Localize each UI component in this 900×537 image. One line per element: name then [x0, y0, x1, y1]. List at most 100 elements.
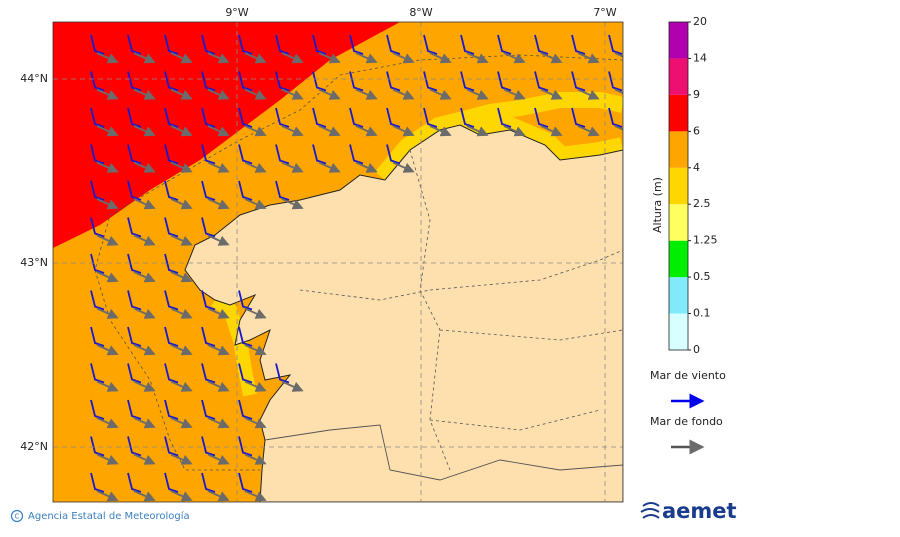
colorbar: 0 0.1 0.5 1.25 2.5 4 6 9 14 20: [668, 15, 718, 356]
wind-barb: [497, 71, 512, 92]
swell-arrow: [392, 88, 415, 100]
colorbar-segment: [669, 131, 688, 168]
colorbar-label: 0.1: [693, 307, 711, 320]
swell-arrow: [96, 417, 119, 429]
swell-arrow: [503, 88, 526, 100]
wind-barb: [423, 34, 438, 55]
swell-arrow: [540, 125, 563, 137]
wind-barb: [90, 399, 105, 420]
wind-barb: [571, 71, 586, 92]
wind-barb: [238, 180, 253, 201]
swell-arrow: [244, 453, 267, 465]
swell-arrow: [207, 125, 230, 137]
map: [53, 22, 623, 502]
coast-yellow: [457, 92, 623, 128]
wind-barb: [275, 107, 290, 128]
wind-barb: [90, 253, 105, 274]
swell-arrow: [355, 161, 378, 173]
colorbar-label: 4: [693, 161, 700, 174]
wind-barb: [201, 180, 216, 201]
wind-barb: [238, 290, 253, 311]
swell-arrow: [96, 161, 119, 173]
wind-barb: [608, 107, 623, 128]
swell-arrow: [170, 161, 193, 173]
wind-barb: [386, 34, 401, 55]
credit: Agencia Estatal de Meteorología: [28, 510, 190, 522]
colorbar-label: 1.25: [693, 234, 718, 247]
swell-arrow: [133, 453, 156, 465]
colorbar-label: 2.5: [693, 197, 711, 210]
wind-barb: [571, 107, 586, 128]
swell-arrow: [207, 380, 230, 392]
swell-arrow: [318, 88, 341, 100]
swell-arrow: [96, 234, 119, 246]
colorbar-label: 20: [693, 15, 707, 28]
wind-barb: [571, 34, 586, 55]
logo-icon: [640, 502, 660, 519]
swell-arrow: [244, 417, 267, 429]
lon-label: 8°W: [409, 6, 432, 19]
wind-barb: [423, 107, 438, 128]
swell-arrow: [244, 198, 267, 210]
wind-barb: [164, 436, 179, 457]
colorbar-label: 6: [693, 124, 700, 137]
colorbar-segment: [669, 167, 688, 205]
wind-barb: [460, 71, 475, 92]
swell-arrow: [429, 88, 452, 100]
swell-arrow: [96, 198, 119, 210]
wind-barb: [127, 180, 142, 201]
swell-arrow: [392, 125, 415, 137]
swell-arrow: [96, 271, 119, 283]
wind-barb: [127, 290, 142, 311]
swell-arrow: [244, 161, 267, 173]
swell-arrow: [577, 88, 600, 100]
colorbar-segment: [669, 277, 688, 314]
swell-arrow: [170, 234, 193, 246]
wind-barb: [164, 34, 179, 55]
swell-arrow: [614, 88, 623, 95]
wind-barb: [90, 71, 105, 92]
wind-barb: [164, 399, 179, 420]
swell-arrow: [281, 380, 304, 392]
wind-barb: [201, 71, 216, 92]
colorbar-label: 9: [693, 88, 700, 101]
wind-barb: [349, 107, 364, 128]
swell-arrow: [281, 125, 304, 137]
wind-barb: [127, 144, 142, 165]
wind-barb: [127, 107, 142, 128]
logo: aemet: [662, 499, 737, 523]
swell-arrow: [133, 417, 156, 429]
swell-arrow: [96, 125, 119, 137]
wind-barb: [238, 363, 253, 384]
wind-barb: [127, 472, 142, 493]
legend-label: Mar de viento: [650, 369, 726, 382]
swell-arrow: [170, 380, 193, 392]
swell-arrow: [207, 234, 230, 246]
colorbar-segment: [669, 240, 688, 278]
swell-arrow: [133, 198, 156, 210]
swell-arrow: [133, 125, 156, 137]
wind-barb: [497, 107, 512, 128]
colorbar-segment: [669, 94, 688, 132]
legend-label: Mar de fondo: [650, 415, 723, 428]
wind-barb: [386, 71, 401, 92]
swell-arrow: [540, 88, 563, 100]
map-frame: [52, 21, 624, 503]
wind-barb: [201, 399, 216, 420]
swell-arrow: [466, 52, 489, 64]
wind-barb: [349, 34, 364, 55]
swell-arrow: [207, 52, 230, 64]
swell-arrow: [133, 490, 156, 502]
wind-barb: [275, 71, 290, 92]
wind-barb: [312, 144, 327, 165]
wind-barb: [460, 107, 475, 128]
swell-arrow: [392, 52, 415, 64]
wind-barb: [201, 34, 216, 55]
wind-barb: [90, 472, 105, 493]
border: [264, 424, 623, 481]
wind-barb: [312, 34, 327, 55]
wind-barb: [201, 107, 216, 128]
graticule: [53, 22, 623, 502]
wind-barb: [312, 71, 327, 92]
